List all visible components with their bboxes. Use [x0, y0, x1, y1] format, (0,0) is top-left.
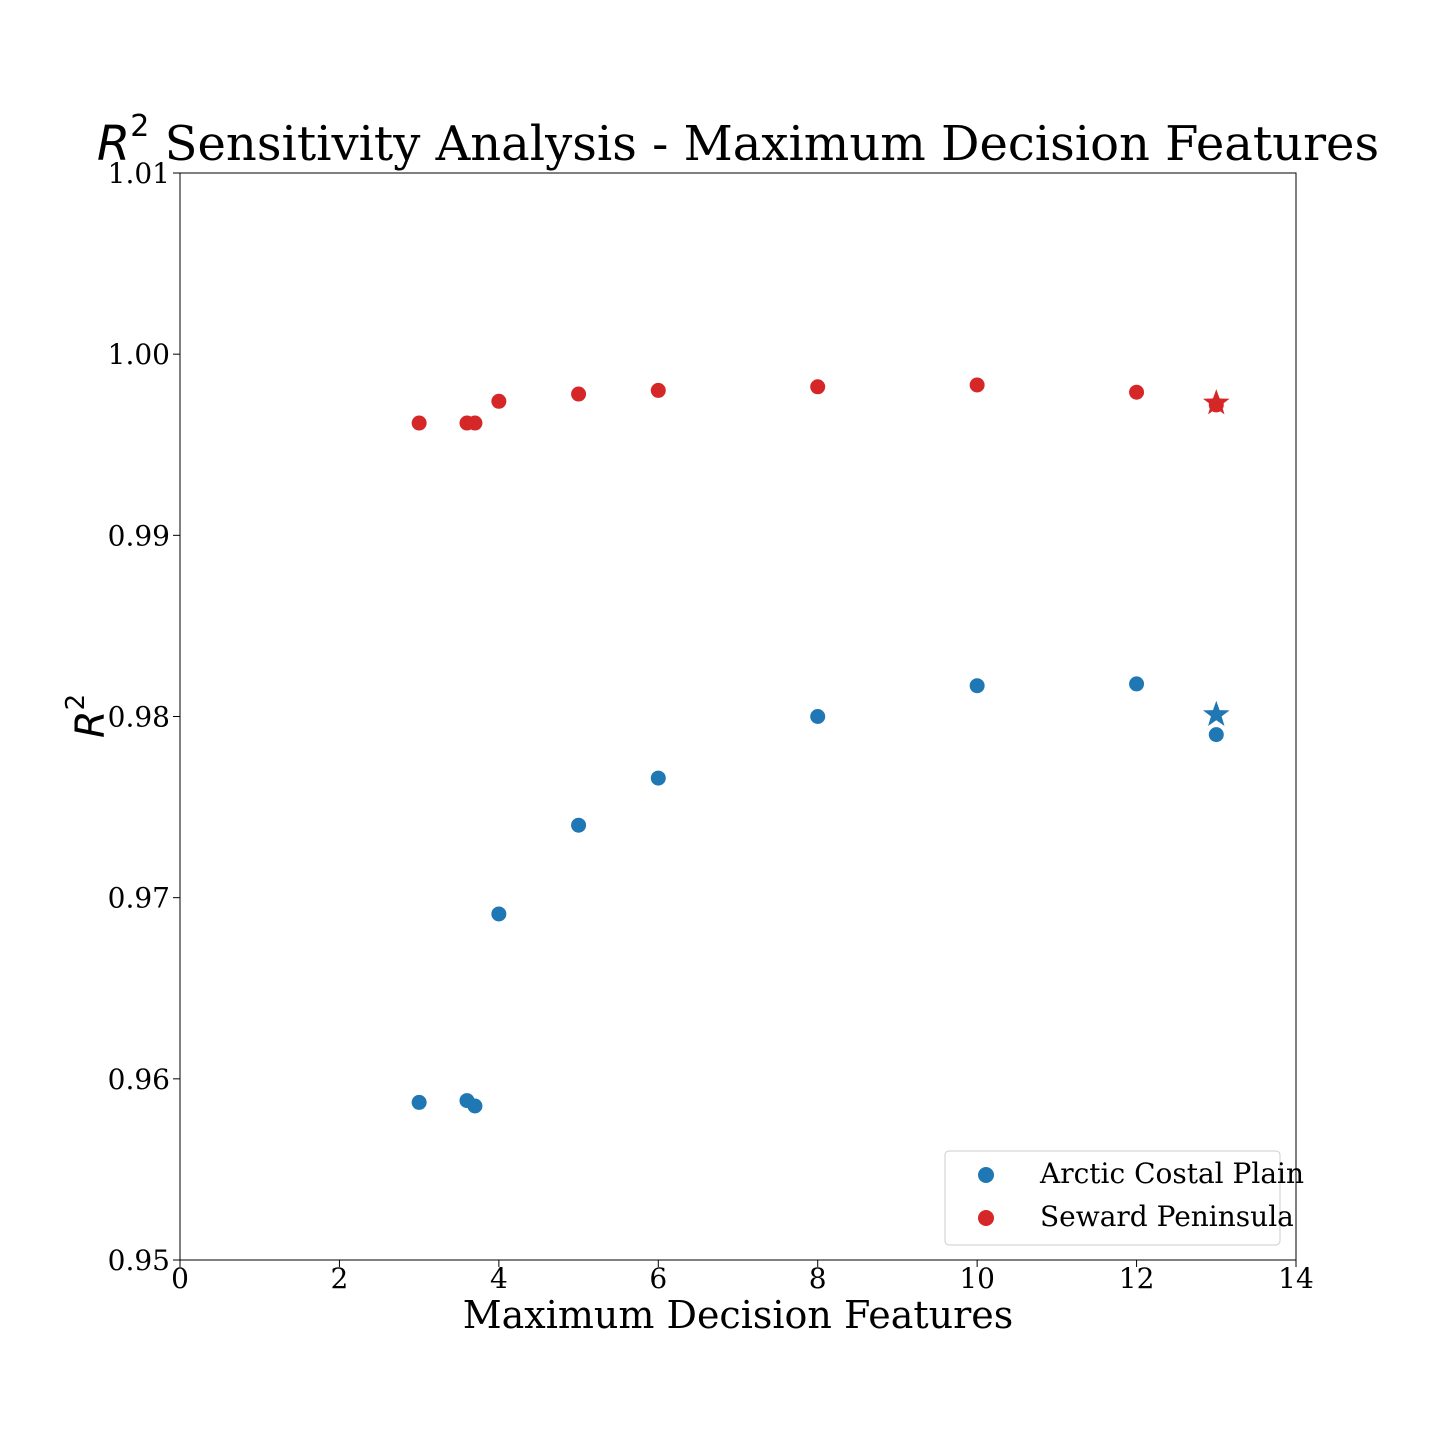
title-text: Sensitivity Analysis - Maximum Decision …: [149, 116, 1379, 172]
point-seward: [650, 382, 666, 398]
y-tick-label: 0.95: [108, 1244, 170, 1277]
point-arctic: [491, 906, 507, 922]
point-arctic: [571, 817, 587, 833]
point-arctic: [1129, 676, 1145, 692]
y-tick-label: 1.00: [108, 338, 170, 371]
legend: Arctic Costal Plain Seward Peninsula: [944, 1150, 1304, 1246]
data-points: [411, 377, 1230, 1114]
star-marker-seward: [1202, 389, 1230, 415]
point-arctic: [650, 770, 666, 786]
point-seward: [1129, 384, 1145, 400]
x-tick-label: 2: [331, 1262, 349, 1295]
x-axis: 0 2 4 6 8 10 12 14: [171, 1260, 1314, 1295]
point-seward: [969, 377, 985, 393]
x-tick-label: 4: [490, 1262, 508, 1295]
y-label-symbol: R: [68, 710, 114, 738]
point-seward: [810, 379, 826, 395]
point-seward: [571, 386, 587, 402]
point-arctic: [969, 678, 985, 694]
point-arctic: [411, 1094, 427, 1110]
point-arctic: [467, 1098, 483, 1114]
y-tick-label: 0.97: [108, 882, 170, 915]
y-tick-label: 1.01: [108, 157, 170, 190]
y-axis: 0.95 0.96 0.97 0.98 0.99 1.00 1.01: [108, 157, 180, 1277]
title-symbol: R: [97, 116, 130, 172]
point-arctic: [1208, 727, 1224, 743]
legend-marker-arctic: [978, 1167, 994, 1183]
y-tick-label: 0.99: [108, 519, 170, 552]
x-tick-label: 12: [1119, 1262, 1155, 1295]
x-tick-label: 0: [171, 1262, 189, 1295]
legend-label-arctic: Arctic Costal Plain: [1039, 1157, 1304, 1190]
y-label-superscript: 2: [61, 694, 91, 711]
legend-label-seward: Seward Peninsula: [1040, 1200, 1294, 1233]
point-seward: [467, 415, 483, 431]
plot-area-frame: [179, 172, 1297, 1261]
star-marker-arctic: [1202, 700, 1230, 727]
y-tick-label: 0.98: [108, 701, 170, 734]
chart-title: R2 Sensitivity Analysis - Maximum Decisi…: [97, 109, 1379, 172]
y-tick-label: 0.96: [108, 1063, 170, 1096]
point-seward: [491, 393, 507, 409]
y-axis-label: R2: [61, 694, 114, 738]
legend-marker-seward: [978, 1210, 994, 1226]
x-axis-label: Maximum Decision Features: [463, 1293, 1014, 1337]
x-tick-label: 6: [649, 1262, 667, 1295]
x-tick-label: 14: [1278, 1262, 1314, 1295]
x-tick-label: 10: [959, 1262, 995, 1295]
title-superscript: 2: [130, 109, 149, 144]
legend-box: [944, 1150, 1281, 1246]
point-seward: [411, 415, 427, 431]
x-tick-label: 8: [809, 1262, 827, 1295]
point-arctic: [810, 709, 826, 724]
